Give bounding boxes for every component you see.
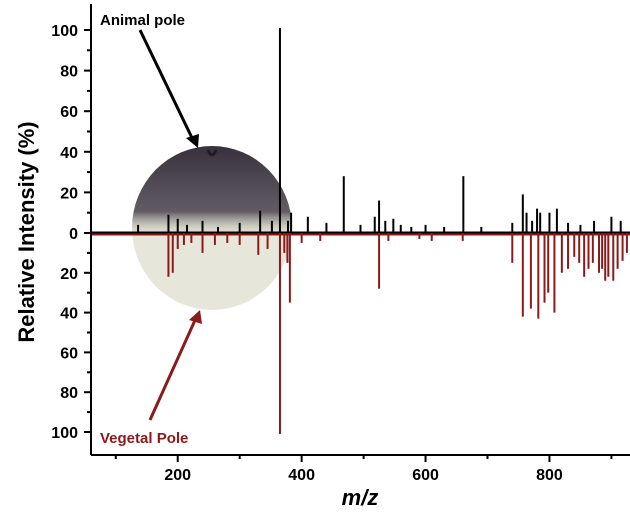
y-tick-label: 80 [60, 64, 78, 81]
egg-illustration [132, 146, 292, 310]
y-tick-label: 60 [60, 104, 78, 121]
animal-pole-label: Animal pole [100, 12, 185, 29]
x-tick-label: 400 [288, 467, 315, 484]
y-tick-label: 100 [51, 23, 78, 40]
vegetal-pole-arrow [148, 310, 202, 421]
y-tick-label: 40 [60, 306, 78, 323]
x-tick-label: 200 [164, 467, 191, 484]
y-tick-label: 0 [69, 226, 78, 243]
x-tick-label: 800 [536, 467, 563, 484]
y-tick-label: 80 [60, 385, 78, 402]
y-tick-label: 40 [60, 145, 78, 162]
x-axis-title: m/z [342, 485, 379, 510]
y-tick-label: 20 [60, 266, 78, 283]
x-tick-label: 600 [412, 467, 439, 484]
plot-area [91, 27, 630, 434]
animal-pole-arrow [138, 29, 199, 148]
y-tick-label: 100 [51, 425, 78, 442]
x-ticks: 200 400 600 800 [114, 455, 613, 484]
y-tick-label: 60 [60, 345, 78, 362]
y-tick-label: 20 [60, 185, 78, 202]
y-ticks: 0 20 20 40 40 60 60 80 80 100 100 [51, 23, 91, 442]
y-axis-title: Relative Intensity (%) [14, 121, 39, 342]
vegetal-pole-label: Vegetal Pole [100, 430, 188, 447]
